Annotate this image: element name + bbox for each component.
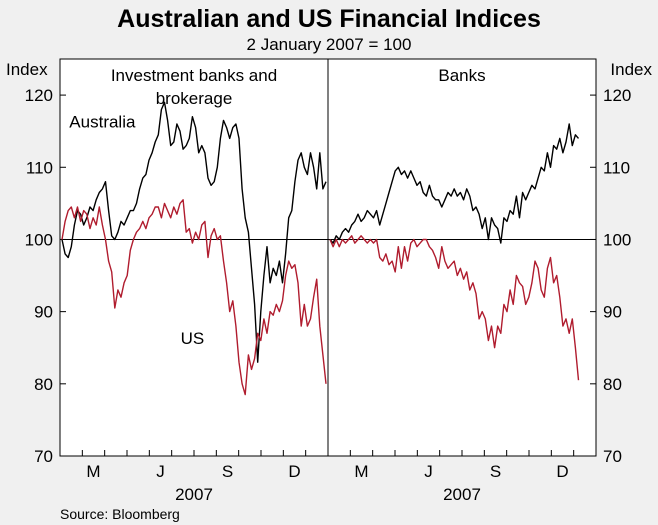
x-month-label: M — [354, 462, 368, 481]
x-month-label: M — [86, 462, 100, 481]
series-lines — [61, 101, 580, 396]
x-axis: M J S D 2007 M J S D 2007 — [81, 450, 575, 504]
panel-2-series-us-line — [329, 235, 580, 381]
x-month-label: S — [222, 462, 233, 481]
left-y-tick-label: 120 — [25, 86, 53, 105]
series-annotations: Australia US — [69, 113, 204, 349]
left-axis-unit-label: Index — [6, 60, 48, 79]
panel-2-series-australia-line — [329, 123, 580, 244]
x-year-label: 2007 — [175, 485, 213, 504]
chart-subtitle: 2 January 2007 = 100 — [247, 35, 412, 54]
right-y-tick-label: 90 — [603, 303, 622, 322]
series-label-australia: Australia — [69, 113, 136, 132]
x-month-label: S — [490, 462, 501, 481]
left-y-tick-label: 70 — [34, 447, 53, 466]
x-month-label: D — [556, 462, 568, 481]
left-y-axis: 70 80 90 100 110 120 — [25, 86, 66, 466]
panel-1-series-australia-line — [61, 101, 327, 363]
x-month-label: D — [288, 462, 300, 481]
left-y-tick-label: 90 — [34, 303, 53, 322]
panel-1-series-us-line — [61, 199, 327, 396]
left-y-tick-label: 110 — [26, 158, 53, 177]
right-axis-unit-label: Index — [610, 60, 652, 79]
right-y-tick-label: 110 — [603, 158, 630, 177]
series-label-us: US — [181, 329, 205, 348]
right-y-tick-label: 70 — [603, 447, 622, 466]
right-y-axis: 70 80 90 100 110 120 — [590, 86, 631, 466]
right-y-tick-label: 100 — [603, 230, 631, 249]
x-month-label: J — [424, 462, 433, 481]
panel-1-title-line-1: Investment banks and — [111, 66, 277, 85]
right-y-tick-label: 80 — [603, 375, 622, 394]
left-y-tick-label: 100 — [25, 230, 53, 249]
panel-2-title: Banks — [438, 66, 485, 85]
chart-title: Australian and US Financial Indices — [117, 5, 541, 33]
left-y-tick-label: 80 — [34, 375, 53, 394]
panel-1-title-line-2: brokerage — [156, 89, 233, 108]
x-month-label: J — [156, 462, 165, 481]
x-year-label: 2007 — [443, 485, 481, 504]
right-y-tick-label: 120 — [603, 86, 631, 105]
source-note: Source: Bloomberg — [60, 506, 180, 522]
